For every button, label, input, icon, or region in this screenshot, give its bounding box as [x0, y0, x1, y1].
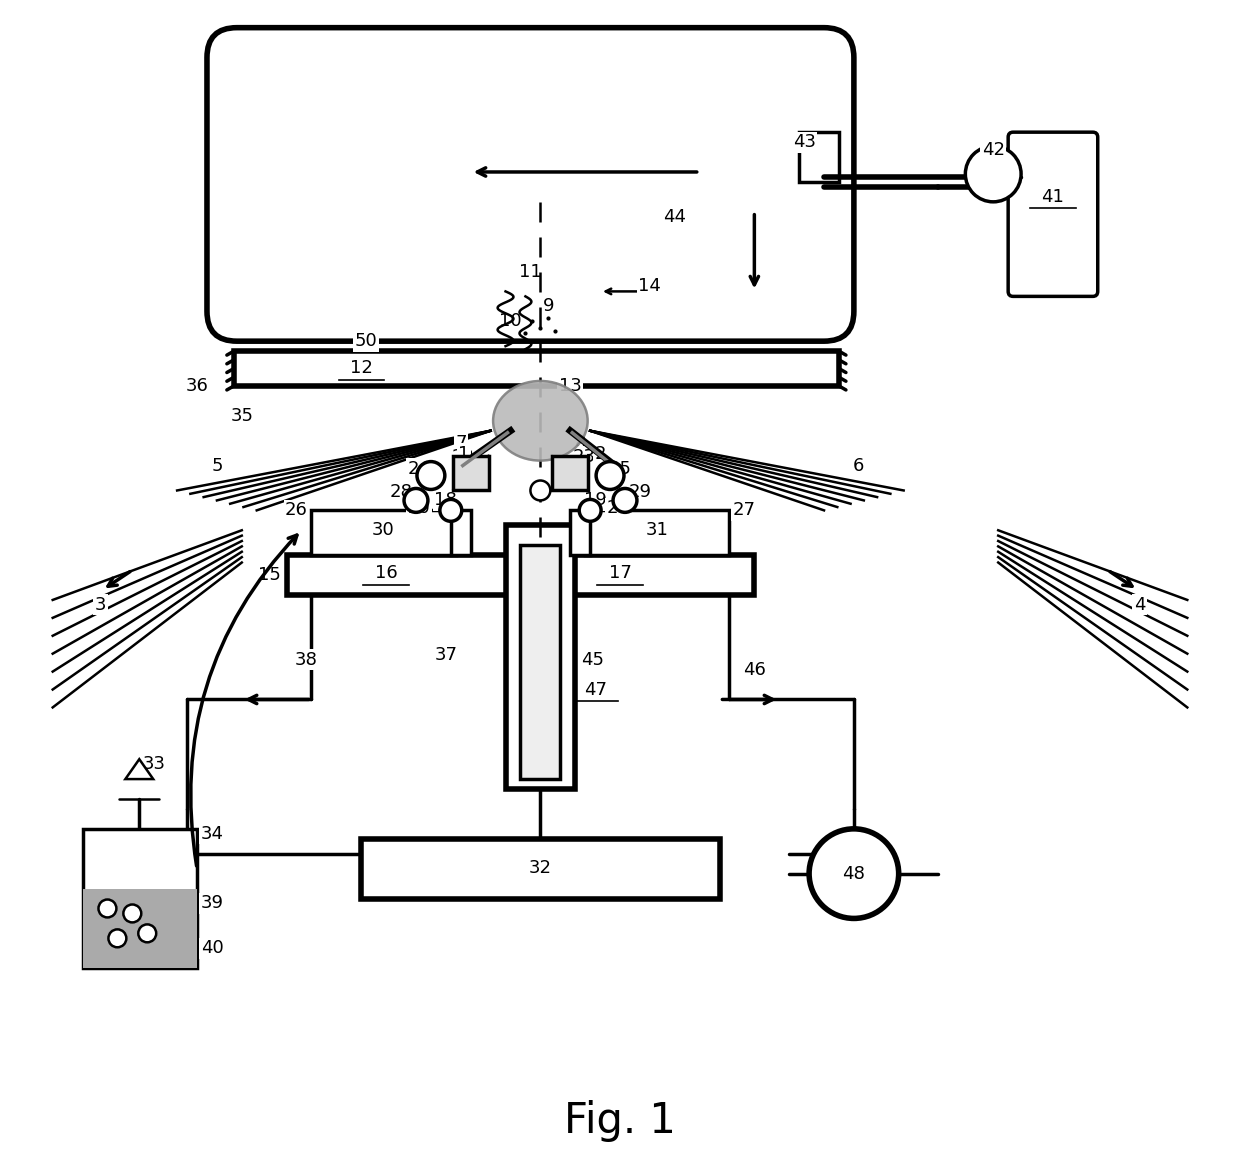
Text: 31: 31 [645, 521, 668, 539]
Text: 6: 6 [853, 457, 864, 474]
Text: 38: 38 [295, 650, 317, 669]
Text: 16: 16 [374, 564, 398, 582]
Text: 25: 25 [609, 459, 631, 478]
Text: 32: 32 [529, 858, 552, 877]
Polygon shape [453, 456, 489, 491]
Text: 36: 36 [186, 377, 208, 394]
Text: 13: 13 [559, 377, 582, 394]
Text: 40: 40 [201, 939, 223, 957]
FancyBboxPatch shape [207, 28, 854, 342]
Circle shape [139, 924, 156, 943]
Text: 21: 21 [606, 499, 630, 518]
Circle shape [810, 829, 899, 918]
Polygon shape [585, 511, 729, 555]
Polygon shape [361, 838, 719, 898]
Circle shape [966, 146, 1021, 202]
Text: 20: 20 [408, 499, 430, 518]
Text: 48: 48 [842, 864, 866, 883]
Text: 26: 26 [285, 501, 308, 519]
Text: 45: 45 [580, 650, 604, 669]
Circle shape [596, 461, 624, 490]
Text: 11: 11 [520, 263, 542, 281]
Circle shape [440, 499, 461, 521]
Polygon shape [234, 351, 839, 386]
Text: 46: 46 [743, 661, 766, 679]
Circle shape [98, 899, 117, 917]
Text: 41: 41 [1042, 188, 1064, 205]
Circle shape [531, 480, 551, 500]
Text: 42: 42 [982, 141, 1004, 160]
FancyBboxPatch shape [1008, 133, 1097, 296]
Text: 29: 29 [629, 484, 651, 501]
Polygon shape [83, 829, 197, 969]
Text: 24: 24 [408, 459, 430, 478]
Circle shape [613, 488, 637, 512]
Polygon shape [506, 525, 575, 789]
Circle shape [123, 904, 141, 923]
Text: 23: 23 [573, 447, 595, 466]
Text: 3: 3 [94, 596, 107, 614]
Text: 50: 50 [355, 332, 378, 350]
Text: 5: 5 [211, 457, 223, 474]
Text: 9: 9 [543, 297, 554, 316]
Polygon shape [286, 555, 754, 595]
Text: 35: 35 [231, 407, 253, 425]
Text: 4: 4 [1133, 596, 1146, 614]
Polygon shape [311, 511, 456, 555]
Circle shape [579, 499, 601, 521]
Text: 2: 2 [594, 445, 606, 463]
Text: 18: 18 [434, 492, 458, 510]
Text: 7: 7 [455, 433, 466, 452]
Polygon shape [521, 545, 560, 780]
Text: 39: 39 [201, 895, 223, 912]
Text: 44: 44 [663, 208, 686, 225]
Text: 1: 1 [458, 445, 470, 463]
Circle shape [404, 488, 428, 512]
Text: Fig. 1: Fig. 1 [564, 1100, 676, 1142]
Text: 30: 30 [372, 521, 394, 539]
Text: 33: 33 [143, 755, 166, 774]
Text: 15: 15 [258, 566, 281, 583]
Polygon shape [451, 511, 471, 555]
Polygon shape [799, 133, 839, 182]
Text: 10: 10 [500, 312, 522, 330]
Text: 47: 47 [584, 681, 606, 699]
Text: 43: 43 [792, 133, 816, 151]
Text: 14: 14 [639, 277, 661, 296]
Text: 27: 27 [733, 501, 756, 519]
Text: 22: 22 [451, 447, 474, 466]
Text: 17: 17 [609, 564, 631, 582]
Text: 12: 12 [350, 359, 373, 377]
Ellipse shape [494, 382, 588, 460]
Text: 19: 19 [584, 492, 606, 510]
Text: 8: 8 [574, 433, 585, 452]
Text: 28: 28 [389, 484, 413, 501]
Text: 37: 37 [434, 646, 458, 663]
Polygon shape [83, 889, 197, 969]
Polygon shape [125, 760, 154, 780]
Text: 34: 34 [201, 825, 223, 843]
Polygon shape [552, 456, 588, 491]
Circle shape [108, 930, 126, 947]
Polygon shape [570, 511, 590, 555]
Circle shape [417, 461, 445, 490]
